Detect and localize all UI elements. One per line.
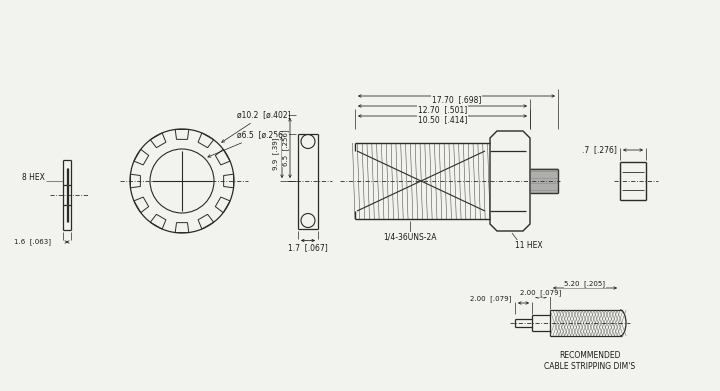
Text: RECOMMENDED
CABLE STRIPPING DIM'S: RECOMMENDED CABLE STRIPPING DIM'S [544,351,636,371]
Text: 10.50  [.414]: 10.50 [.414] [418,115,467,124]
Text: 1/4-36UNS-2A: 1/4-36UNS-2A [383,233,437,242]
Text: 11 HEX: 11 HEX [515,240,543,249]
Text: ø10.2  [ø.402]: ø10.2 [ø.402] [222,110,291,142]
Text: 1.6  [.063]: 1.6 [.063] [14,239,51,246]
Text: 12.70  [.501]: 12.70 [.501] [418,106,467,115]
Text: 8 HEX: 8 HEX [22,172,45,181]
Text: 17.70  [.698]: 17.70 [.698] [432,95,481,104]
Text: .7  [.276]: .7 [.276] [582,145,617,154]
Text: 9.9  [.39]: 9.9 [.39] [272,137,279,170]
Text: 1.7  [.067]: 1.7 [.067] [288,244,328,253]
Text: 2.00  [.079]: 2.00 [.079] [521,290,562,296]
Text: 2.00  [.079]: 2.00 [.079] [469,296,511,302]
Text: 6.5  [.256]: 6.5 [.256] [282,130,289,166]
Text: 5.20  [.205]: 5.20 [.205] [564,281,606,287]
Text: ø6.5  [ø.256]: ø6.5 [ø.256] [208,130,286,157]
